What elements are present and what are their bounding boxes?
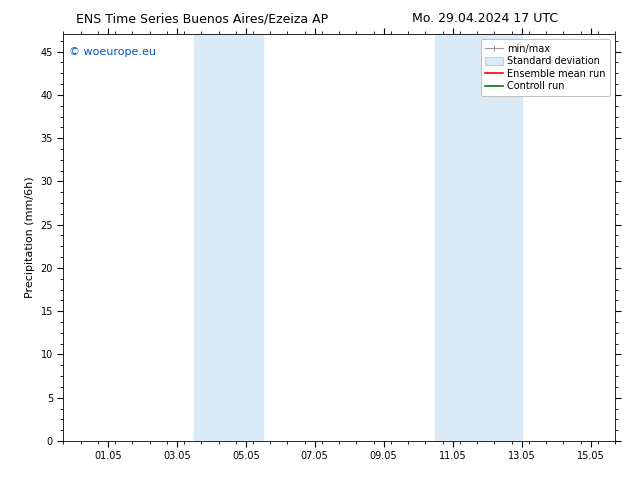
- Y-axis label: Precipitation (mm/6h): Precipitation (mm/6h): [25, 177, 35, 298]
- Bar: [194, 34, 263, 441]
- Text: ENS Time Series Buenos Aires/Ezeiza AP: ENS Time Series Buenos Aires/Ezeiza AP: [76, 12, 328, 25]
- Bar: [436, 34, 522, 441]
- Text: © woeurope.eu: © woeurope.eu: [69, 47, 156, 56]
- Text: Mo. 29.04.2024 17 UTC: Mo. 29.04.2024 17 UTC: [412, 12, 558, 25]
- Legend: min/max, Standard deviation, Ensemble mean run, Controll run: min/max, Standard deviation, Ensemble me…: [481, 39, 610, 96]
